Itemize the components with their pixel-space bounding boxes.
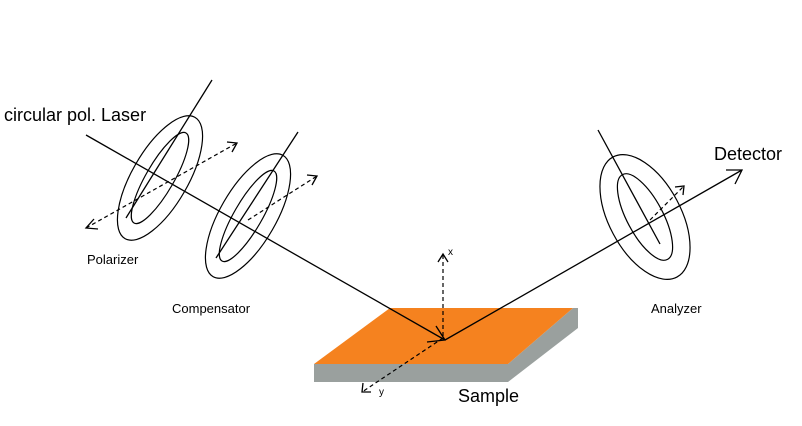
- compensator-axis: [215, 131, 299, 259]
- polarizer-inner-ring: [130, 131, 190, 225]
- polarizer-outer-ring: [116, 115, 204, 241]
- analyzer-label: Analyzer: [651, 301, 702, 316]
- detector-label: Detector: [714, 144, 782, 164]
- sample-y-axis-label: y: [379, 387, 384, 398]
- analyzer-element: [597, 129, 691, 280]
- sample-y-axis: [361, 337, 444, 393]
- polarizer-axis: [125, 79, 213, 219]
- polarizer-transmission-arrowhead-b: [226, 141, 239, 153]
- compensator-outer-ring: [204, 153, 292, 279]
- incident-beam: [85, 134, 446, 341]
- reflected-beam-arrowhead: [726, 169, 744, 185]
- polarizer-transmission-axis: [85, 142, 238, 229]
- compensator-label: Compensator: [172, 301, 251, 316]
- analyzer-axis: [597, 129, 661, 245]
- sample-front-side: [314, 364, 508, 382]
- polarizer-label: Polarizer: [87, 252, 139, 267]
- polarizer-transmission-arrowhead-a: [84, 218, 99, 230]
- sample-label: Sample: [458, 386, 519, 406]
- analyzer-transmission-arrowhead: [674, 185, 685, 196]
- laser-label: circular pol. Laser: [4, 105, 146, 125]
- compensator-element: [204, 131, 319, 279]
- sample-x-axis-label: x: [448, 247, 453, 258]
- sample-y-axis-arrowhead: [361, 382, 371, 393]
- reflected-beam: [444, 169, 743, 341]
- polarizer-element: [84, 79, 239, 241]
- sample-x-axis-arrowhead: [437, 252, 449, 263]
- sample-slab: [314, 308, 578, 382]
- compensator-fast-axis-arrowhead: [306, 174, 319, 186]
- compensator-fast-axis: [247, 175, 318, 221]
- compensator-inner-ring: [218, 169, 278, 263]
- analyzer-transmission-axis: [649, 185, 685, 221]
- sample-right-side: [508, 308, 578, 382]
